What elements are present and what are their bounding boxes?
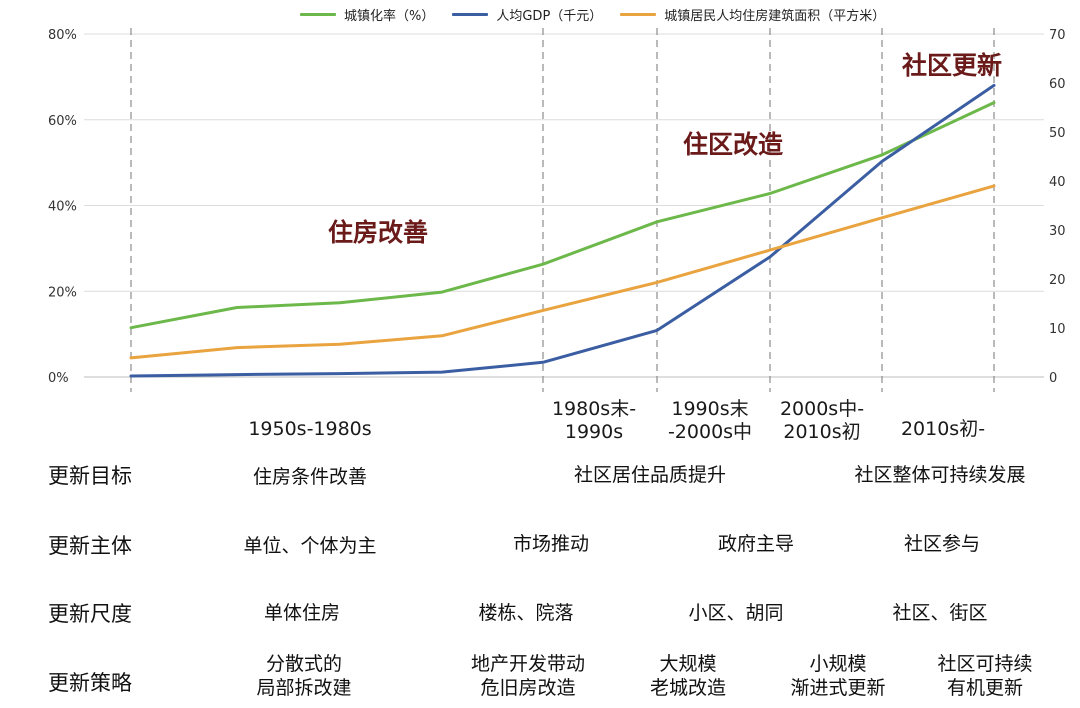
period-1950s-1980s: 1950s-1980s	[248, 418, 371, 441]
cell-strategy-incremental: 小规模 渐进式更新	[790, 652, 885, 700]
row-label-goal: 更新目标	[48, 464, 132, 488]
cell-goal-quality: 社区居住品质提升	[574, 463, 726, 487]
phase-label-housing-improvement: 住房改善	[328, 218, 429, 247]
cell-line: 楼栋、院落	[478, 602, 574, 624]
cell-actor-community: 社区参与	[904, 532, 980, 556]
cell-line: 单位、个体为主	[243, 535, 377, 557]
cell-line: 有机更新	[946, 677, 1024, 699]
series-line-1	[129, 83, 996, 378]
cell-scale-estate: 小区、胡同	[688, 601, 783, 625]
right-axis-tick-label: 70	[1049, 28, 1066, 43]
cell-line: 政府主导	[717, 533, 795, 555]
legend-item-housing-area: 城镇居民人均住房建筑面积（平方米）	[620, 5, 885, 24]
phase-label-residential-renovation: 住区改造	[683, 130, 784, 159]
cell-line: 小区、胡同	[688, 602, 784, 624]
right-axis-tick-label: 20	[1049, 273, 1066, 288]
series-line-2	[129, 184, 996, 360]
cell-scale-block: 楼栋、院落	[478, 601, 573, 625]
legend-label-gdp: 人均GDP（千元）	[496, 8, 603, 24]
period-mid-2000s-early-2010s: 2000s中- 2010s初	[780, 398, 864, 444]
period-line: -2000s中	[667, 421, 753, 443]
cell-strategy-scattered: 分散式的 局部拆改建	[256, 652, 351, 700]
cell-actor-market: 市场推动	[513, 532, 589, 556]
period-late-1990s-mid-2000s: 1990s末 -2000s中	[668, 398, 752, 444]
period-line: 2010s初	[783, 421, 861, 443]
cell-line: 单体住房	[263, 602, 341, 624]
cell-actor-government: 政府主导	[718, 532, 794, 556]
legend-item-gdp: 人均GDP（千元）	[452, 5, 602, 24]
cell-strategy-large-scale: 大规模 老城改造	[650, 652, 726, 700]
cell-line: 局部拆改建	[256, 677, 352, 699]
legend-label-housing-area: 城镇居民人均住房建筑面积（平方米）	[664, 8, 886, 24]
row-label-actor: 更新主体	[48, 534, 132, 558]
right-axis-tick-label: 10	[1049, 322, 1066, 337]
cell-strategy-organic: 社区可持续 有机更新	[937, 652, 1032, 700]
cell-line: 社区、街区	[892, 602, 988, 624]
cell-line: 社区可持续	[937, 653, 1033, 675]
cell-line: 市场推动	[512, 533, 590, 555]
row-label-scale: 更新尺度	[48, 602, 132, 626]
period-early-2010s-onward: 2010s初-	[901, 418, 985, 441]
left-axis-tick-label: 60%	[48, 114, 77, 129]
series-line-0	[129, 101, 996, 330]
cell-goal-sustainable: 社区整体可持续发展	[854, 463, 1025, 487]
left-axis-tick-label: 0%	[48, 371, 69, 386]
period-line: 1980s末-	[551, 398, 637, 420]
legend-item-urbanization: 城镇化率（%）	[300, 5, 434, 24]
cell-line: 住房条件改善	[252, 466, 368, 488]
row-label-strategy: 更新策略	[48, 671, 132, 695]
right-axis-tick-label: 0	[1049, 371, 1057, 386]
period-line: 1950s-1980s	[248, 418, 372, 440]
cell-strategy-developer: 地产开发带动 危旧房改造	[471, 652, 585, 700]
right-axis-tick-label: 50	[1049, 126, 1066, 141]
chart-canvas: 0% 20% 40% 60% 80% 0 10 20 30 40 50 60 70	[48, 28, 1066, 392]
cell-line: 老城改造	[649, 677, 727, 699]
left-axis-tick-label: 20%	[48, 285, 77, 300]
legend: 城镇化率（%） 人均GDP（千元） 城镇居民人均住房建筑面积（平方米）	[300, 4, 885, 24]
right-axis-tick-label: 60	[1049, 77, 1066, 92]
cell-line: 社区整体可持续发展	[854, 464, 1026, 486]
legend-swatch-housing-area	[620, 12, 657, 16]
cell-line: 大规模	[659, 653, 717, 675]
legend-swatch-urbanization	[300, 12, 336, 16]
cell-goal-housing: 住房条件改善	[253, 465, 367, 489]
cell-line: 社区居住品质提升	[573, 464, 727, 486]
left-axis-tick-label: 40%	[48, 200, 77, 215]
period-late-1980s-1990s: 1980s末- 1990s	[552, 398, 636, 444]
legend-label-urbanization: 城镇化率（%）	[344, 8, 435, 24]
period-line: 2010s初-	[900, 418, 986, 440]
cell-line: 小规模	[809, 653, 867, 675]
period-line: 2000s中-	[779, 398, 865, 420]
cell-actor-units: 单位、个体为主	[243, 534, 376, 558]
period-line: 1990s末	[671, 398, 749, 420]
phase-label-community-renewal: 社区更新	[902, 51, 1003, 80]
right-axis-tick-label: 30	[1049, 224, 1066, 239]
cell-line: 分散式的	[265, 653, 343, 675]
right-axis-tick-label: 40	[1049, 175, 1066, 190]
cell-scale-district: 社区、街区	[892, 601, 987, 625]
left-axis-tick-label: 80%	[48, 28, 77, 43]
cell-line: 地产开发带动	[470, 653, 586, 675]
cell-line: 社区参与	[903, 533, 981, 555]
cell-line: 渐进式更新	[790, 677, 886, 699]
cell-line: 危旧房改造	[480, 677, 576, 699]
cell-scale-building: 单体住房	[264, 601, 340, 625]
legend-swatch-gdp	[452, 12, 489, 16]
period-line: 1990s	[564, 421, 624, 443]
